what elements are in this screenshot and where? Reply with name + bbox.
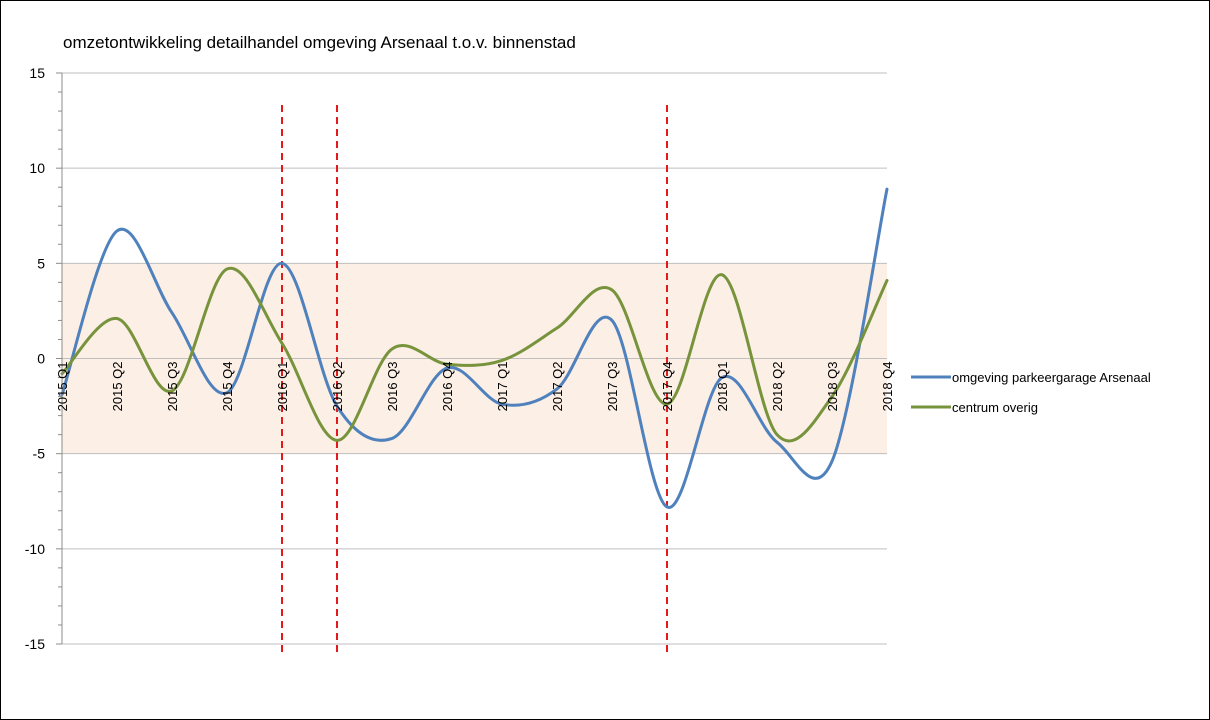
x-axis: 2015 Q1 2015 Q2 2015 Q3 2015 Q4 2016 Q1 2016 …	[55, 362, 895, 412]
x-tick-label: 2016 Q1	[275, 362, 290, 412]
series-line-1	[60, 187, 889, 509]
x-tick-label: 2018 Q1	[715, 362, 730, 412]
x-tick-label: 2017 Q1	[495, 362, 510, 412]
y-tick-label: 15	[29, 65, 45, 81]
x-tick-label: 2016 Q2	[330, 362, 345, 412]
marker-lines	[281, 105, 668, 653]
x-tick-label: 2016 Q3	[385, 362, 400, 412]
x-tick-label: 2015 Q3	[165, 362, 180, 412]
x-tick-label: 2017 Q4	[660, 362, 675, 412]
legend-label: omgeving parkeergarage Arsenaal	[952, 370, 1151, 385]
y-axis: 15 10 5 0 -5 -10 -15	[25, 65, 63, 652]
x-tick-label: 2015 Q1	[55, 362, 70, 412]
x-tick-label: 2018 Q3	[825, 362, 840, 412]
gridlines	[62, 72, 887, 645]
y-tick-label: -10	[25, 541, 45, 557]
x-tick-label: 2015 Q4	[220, 362, 235, 412]
x-tick-label: 2017 Q2	[550, 362, 565, 412]
x-tick-label: 2018 Q4	[880, 362, 895, 412]
y-tick-label: 10	[29, 160, 45, 176]
series-line-2	[60, 266, 889, 443]
y-tick-label: 5	[37, 255, 45, 271]
x-tick-label: 2017 Q3	[605, 362, 620, 412]
series-group	[60, 187, 889, 509]
x-tick-label: 2018 Q2	[770, 362, 785, 412]
chart-title: omzetontwikkeling detailhandel omgeving …	[63, 33, 576, 52]
x-tick-label: 2016 Q4	[440, 362, 455, 412]
y-tick-label: -15	[25, 636, 45, 652]
x-tick-label: 2015 Q2	[110, 362, 125, 412]
legend: omgeving parkeergarage Arsenaal centrum o…	[911, 370, 1151, 415]
y-tick-label: -5	[33, 446, 46, 462]
y-tick-label: 0	[37, 351, 45, 367]
legend-label: centrum overig	[952, 400, 1038, 415]
